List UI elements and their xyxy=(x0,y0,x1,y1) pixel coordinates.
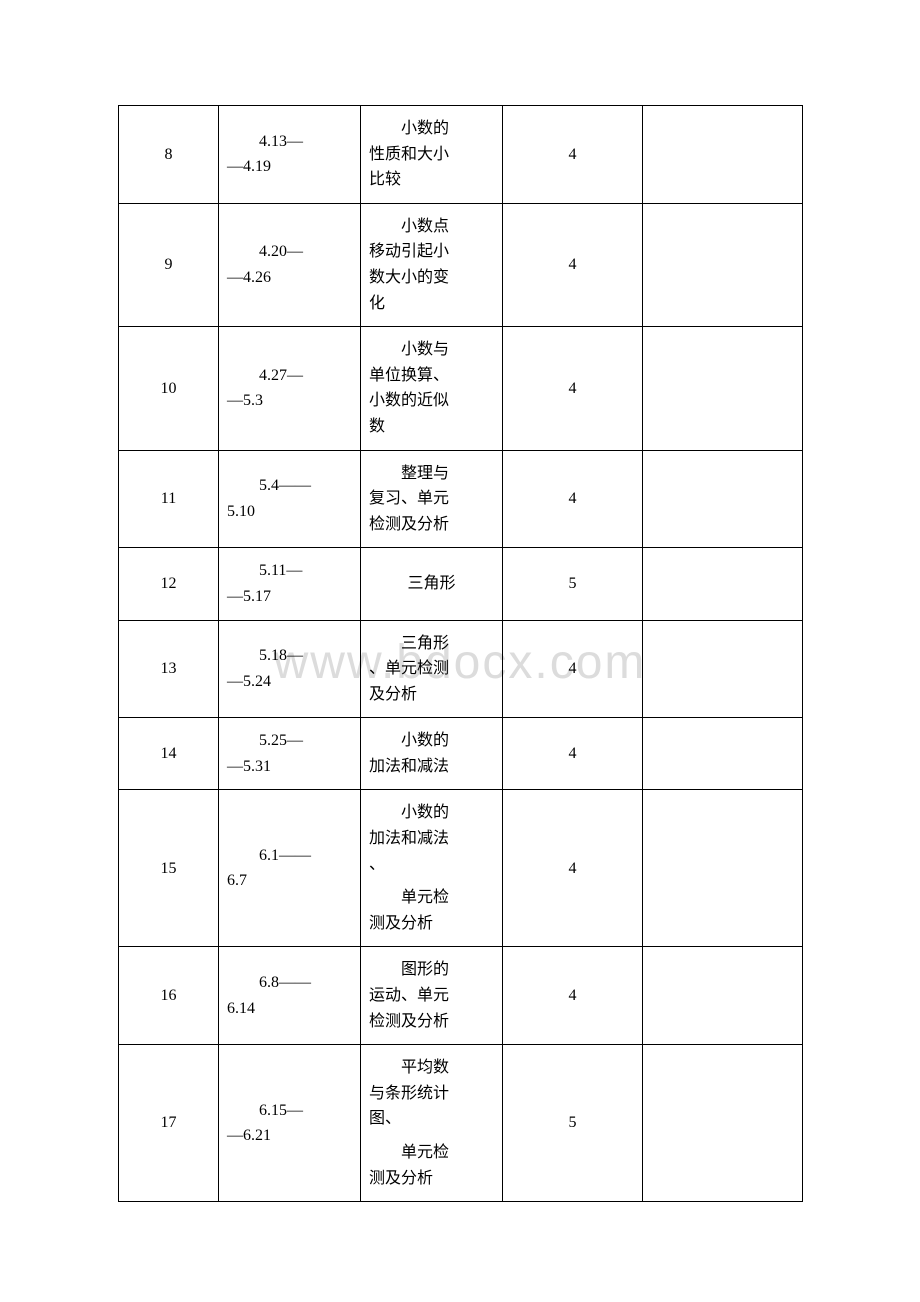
note-cell xyxy=(643,203,803,326)
date-range-cell: 6.15——6.21 xyxy=(219,1045,361,1202)
hours-cell: 4 xyxy=(503,620,643,718)
content-cell: 小数的性质和大小比较 xyxy=(361,106,503,204)
table-row: 125.11——5.17三角形5 xyxy=(119,548,803,620)
content-cell: 小数的加法和减法、单元检测及分析 xyxy=(361,790,503,947)
note-cell xyxy=(643,1045,803,1202)
hours-cell: 4 xyxy=(503,106,643,204)
week-number-cell: 10 xyxy=(119,327,219,450)
note-cell xyxy=(643,790,803,947)
hours-cell: 4 xyxy=(503,718,643,790)
table-row: 145.25——5.31小数的加法和减法4 xyxy=(119,718,803,790)
note-cell xyxy=(643,106,803,204)
week-number-cell: 17 xyxy=(119,1045,219,1202)
content-cell: 小数点移动引起小数大小的变化 xyxy=(361,203,503,326)
week-number-cell: 16 xyxy=(119,947,219,1045)
hours-cell: 4 xyxy=(503,203,643,326)
hours-cell: 4 xyxy=(503,947,643,1045)
table-body: 84.13——4.19小数的性质和大小比较494.20——4.26小数点移动引起… xyxy=(119,106,803,1202)
hours-cell: 5 xyxy=(503,1045,643,1202)
week-number-cell: 12 xyxy=(119,548,219,620)
schedule-table-wrapper: 84.13——4.19小数的性质和大小比较494.20——4.26小数点移动引起… xyxy=(118,105,802,1302)
content-cell: 图形的运动、单元检测及分析 xyxy=(361,947,503,1045)
date-range-cell: 5.25——5.31 xyxy=(219,718,361,790)
hours-cell: 5 xyxy=(503,548,643,620)
content-cell: 小数的加法和减法 xyxy=(361,718,503,790)
week-number-cell: 11 xyxy=(119,450,219,548)
table-row: 166.8——6.14图形的运动、单元检测及分析4 xyxy=(119,947,803,1045)
date-range-cell: 6.8——6.14 xyxy=(219,947,361,1045)
note-cell xyxy=(643,327,803,450)
table-row: 156.1——6.7小数的加法和减法、单元检测及分析4 xyxy=(119,790,803,947)
content-cell: 三角形 xyxy=(361,548,503,620)
note-cell xyxy=(643,548,803,620)
table-row: 94.20——4.26小数点移动引起小数大小的变化4 xyxy=(119,203,803,326)
table-row: 115.4——5.10整理与复习、单元检测及分析4 xyxy=(119,450,803,548)
date-range-cell: 5.4——5.10 xyxy=(219,450,361,548)
table-row: 135.18——5.24三角形、单元检测及分析4 xyxy=(119,620,803,718)
hours-cell: 4 xyxy=(503,327,643,450)
date-range-cell: 4.27——5.3 xyxy=(219,327,361,450)
date-range-cell: 4.13——4.19 xyxy=(219,106,361,204)
week-number-cell: 8 xyxy=(119,106,219,204)
table-row: 176.15——6.21平均数与条形统计图、单元检测及分析5 xyxy=(119,1045,803,1202)
note-cell xyxy=(643,947,803,1045)
date-range-cell: 4.20——4.26 xyxy=(219,203,361,326)
date-range-cell: 5.11——5.17 xyxy=(219,548,361,620)
table-row: 84.13——4.19小数的性质和大小比较4 xyxy=(119,106,803,204)
date-range-cell: 5.18——5.24 xyxy=(219,620,361,718)
week-number-cell: 13 xyxy=(119,620,219,718)
date-range-cell: 6.1——6.7 xyxy=(219,790,361,947)
week-number-cell: 15 xyxy=(119,790,219,947)
note-cell xyxy=(643,450,803,548)
schedule-table: 84.13——4.19小数的性质和大小比较494.20——4.26小数点移动引起… xyxy=(118,105,803,1202)
hours-cell: 4 xyxy=(503,450,643,548)
content-cell: 三角形、单元检测及分析 xyxy=(361,620,503,718)
content-cell: 平均数与条形统计图、单元检测及分析 xyxy=(361,1045,503,1202)
hours-cell: 4 xyxy=(503,790,643,947)
week-number-cell: 14 xyxy=(119,718,219,790)
week-number-cell: 9 xyxy=(119,203,219,326)
table-row: 104.27——5.3小数与单位换算、小数的近似数4 xyxy=(119,327,803,450)
note-cell xyxy=(643,620,803,718)
note-cell xyxy=(643,718,803,790)
content-cell: 小数与单位换算、小数的近似数 xyxy=(361,327,503,450)
content-cell: 整理与复习、单元检测及分析 xyxy=(361,450,503,548)
